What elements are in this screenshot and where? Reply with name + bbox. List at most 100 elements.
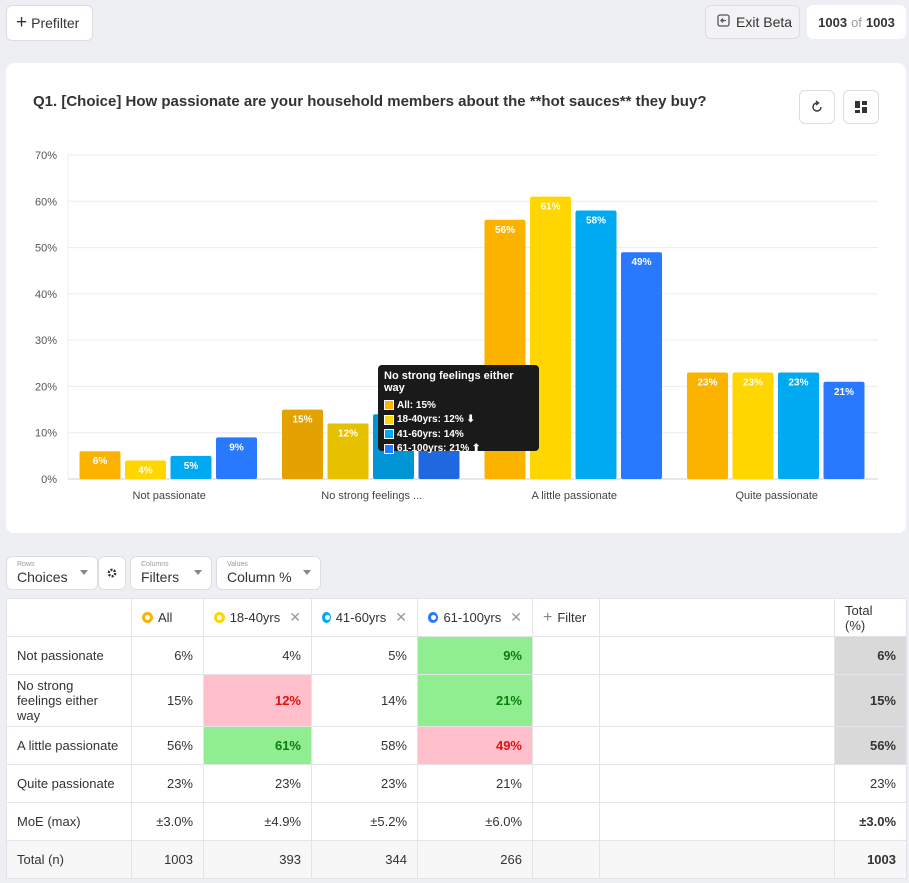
row-label: Quite passionate bbox=[6, 764, 132, 803]
y-tick-label: 10% bbox=[35, 428, 57, 440]
cell: ±5.2% bbox=[311, 802, 418, 841]
cell: 6% bbox=[131, 636, 204, 675]
table-row: A little passionate 56% 61% 58% 49% 56% bbox=[6, 726, 907, 765]
header-61-100[interactable]: 61-100yrs ✕ bbox=[417, 598, 533, 637]
swatch-61-100 bbox=[384, 443, 394, 454]
data-label: 56% bbox=[495, 225, 515, 236]
y-tick-label: 50% bbox=[35, 243, 57, 255]
cell-empty bbox=[599, 726, 835, 765]
cell: ±6.0% bbox=[417, 802, 533, 841]
crosstab-table: All 18-40yrs ✕ 41-60yrs ✕ 61-100yrs ✕ + Filt… bbox=[6, 598, 907, 879]
cell-empty bbox=[532, 840, 600, 879]
columns-select[interactable]: Columns Filters bbox=[130, 556, 212, 590]
tooltip-row-text: 41-60yrs: 14% bbox=[397, 428, 464, 440]
total-cell: 6% bbox=[834, 636, 907, 675]
header-total: Total (%) bbox=[834, 598, 907, 637]
header-label: 61-100yrs bbox=[443, 610, 502, 625]
y-tick-label: 20% bbox=[35, 381, 57, 393]
header-label: 41-60yrs bbox=[335, 610, 387, 625]
segment-icon bbox=[322, 612, 331, 623]
values-select[interactable]: Values Column % bbox=[216, 556, 321, 590]
bar bbox=[327, 423, 369, 479]
row-label: No strong feelings either way bbox=[6, 674, 132, 727]
swatch-41-60 bbox=[384, 429, 394, 440]
x-tick-label: No strong feelings ... bbox=[321, 490, 422, 502]
bar bbox=[530, 196, 571, 479]
segment-icon bbox=[428, 612, 439, 623]
plus-icon: + bbox=[16, 11, 28, 33]
swatch-all bbox=[384, 400, 394, 411]
layout-button[interactable] bbox=[843, 90, 879, 124]
y-tick-label: 40% bbox=[35, 289, 57, 301]
y-tick-label: 60% bbox=[35, 196, 57, 208]
add-filter-label: Filter bbox=[557, 610, 587, 625]
close-icon[interactable]: ✕ bbox=[289, 609, 301, 625]
cell: 9% bbox=[417, 636, 533, 675]
rows-select[interactable]: Rows Choices bbox=[6, 556, 98, 590]
row-label: A little passionate bbox=[6, 726, 132, 765]
refresh-button[interactable] bbox=[799, 90, 835, 124]
cell: 4% bbox=[203, 636, 312, 675]
header-41-60[interactable]: 41-60yrs ✕ bbox=[311, 598, 418, 637]
data-label: 15% bbox=[292, 415, 312, 426]
close-icon[interactable]: ✕ bbox=[510, 609, 522, 625]
cell-empty bbox=[599, 840, 835, 879]
table-row: Not passionate 6% 4% 5% 9% 6% bbox=[6, 636, 907, 675]
cell: 23% bbox=[203, 764, 312, 803]
cell-empty bbox=[599, 764, 835, 803]
count-of: of bbox=[851, 14, 862, 30]
cell-empty bbox=[532, 764, 600, 803]
row-label: Not passionate bbox=[6, 636, 132, 675]
cell-empty bbox=[599, 636, 835, 675]
prefilter-button[interactable]: + Prefilter bbox=[6, 5, 93, 41]
bar bbox=[125, 460, 166, 479]
cell: 49% bbox=[417, 726, 533, 765]
exit-beta-button[interactable]: Exit Beta bbox=[705, 5, 800, 39]
bar bbox=[216, 437, 257, 479]
bar bbox=[282, 409, 323, 479]
swatch-18-40 bbox=[384, 414, 394, 425]
data-label: 61% bbox=[540, 202, 560, 213]
data-label: 49% bbox=[631, 257, 651, 268]
total-cell: 23% bbox=[834, 764, 907, 803]
tooltip-row-text: All: 15% bbox=[397, 399, 436, 411]
header-all[interactable]: All bbox=[131, 598, 204, 637]
columns-small-label: Columns bbox=[141, 561, 169, 568]
table-row: MoE (max) ±3.0% ±4.9% ±5.2% ±6.0% ±3.0% bbox=[6, 802, 907, 841]
data-label: 4% bbox=[138, 465, 153, 476]
tooltip-row: 61-100yrs: 21% ⬆ bbox=[384, 442, 533, 457]
table-header-row: All 18-40yrs ✕ 41-60yrs ✕ 61-100yrs ✕ + Filt… bbox=[6, 598, 907, 637]
values-small-label: Values bbox=[227, 561, 248, 568]
tooltip-row: All: 15% bbox=[384, 398, 533, 413]
y-tick-label: 0% bbox=[41, 474, 57, 486]
row-label: MoE (max) bbox=[6, 802, 132, 841]
chevron-down-icon bbox=[194, 570, 202, 575]
settings-button[interactable] bbox=[98, 556, 126, 590]
cell-empty bbox=[532, 636, 600, 675]
table-row: Quite passionate 23% 23% 23% 21% 23% bbox=[6, 764, 907, 803]
cell: 61% bbox=[203, 726, 312, 765]
header-blank bbox=[6, 598, 132, 637]
bar bbox=[823, 381, 865, 479]
cell-empty bbox=[532, 726, 600, 765]
data-label: 58% bbox=[586, 216, 606, 227]
cell-empty bbox=[599, 674, 835, 727]
cell: 12% bbox=[203, 674, 312, 727]
bar bbox=[732, 372, 774, 479]
cell: ±3.0% bbox=[131, 802, 204, 841]
total-header-label: Total (%) bbox=[845, 602, 873, 633]
cell: 23% bbox=[311, 764, 418, 803]
cell: 15% bbox=[131, 674, 204, 727]
chevron-down-icon bbox=[80, 570, 88, 575]
add-filter-button[interactable]: + Filter bbox=[532, 598, 600, 637]
data-label: 23% bbox=[743, 378, 763, 389]
count-current: 1003 bbox=[818, 14, 848, 30]
bar bbox=[687, 372, 728, 479]
data-label: 9% bbox=[229, 442, 244, 453]
close-icon[interactable]: ✕ bbox=[395, 609, 407, 625]
rows-value: Choices bbox=[17, 569, 68, 585]
header-18-40[interactable]: 18-40yrs ✕ bbox=[203, 598, 312, 637]
cell: 344 bbox=[311, 840, 418, 879]
segment-icon bbox=[142, 612, 153, 623]
cell: 266 bbox=[417, 840, 533, 879]
